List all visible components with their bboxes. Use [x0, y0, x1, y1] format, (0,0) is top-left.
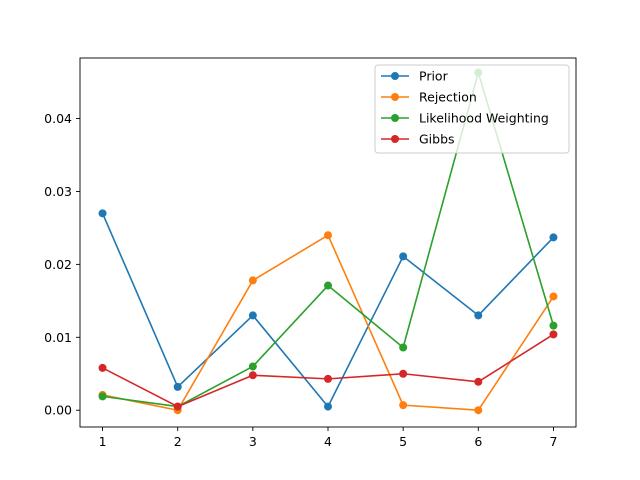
data-point — [549, 292, 558, 301]
y-tick-label: 0.00 — [44, 403, 72, 418]
legend-box — [374, 64, 570, 154]
x-tick-label: 6 — [474, 434, 482, 449]
data-point — [248, 276, 257, 285]
series-prior — [98, 209, 558, 411]
data-point — [399, 252, 408, 261]
data-point — [399, 401, 408, 410]
legend-item: Gibbs — [381, 132, 455, 147]
data-point — [474, 377, 483, 386]
data-point — [549, 321, 558, 330]
y-tick-label: 0.02 — [44, 257, 72, 272]
data-point — [399, 343, 408, 352]
data-point — [549, 233, 558, 242]
data-point — [98, 363, 107, 372]
data-point — [399, 369, 408, 378]
y-tick-label: 0.03 — [44, 184, 72, 199]
legend-item: Rejection — [381, 90, 477, 105]
data-point — [474, 406, 483, 415]
legend-swatch-marker — [391, 72, 399, 80]
x-tick-label: 5 — [399, 434, 407, 449]
legend-label: Prior — [419, 69, 449, 84]
data-point — [324, 231, 332, 240]
data-point — [324, 402, 332, 411]
legend: Prior Rejection Likelihood Weighting Gibbs — [374, 64, 570, 154]
data-point — [173, 382, 182, 391]
legend-item: Likelihood Weighting — [381, 111, 549, 126]
y-tick-label: 0.04 — [44, 111, 72, 126]
data-point — [474, 311, 483, 320]
data-point — [549, 330, 558, 339]
legend-swatch-marker — [391, 93, 399, 101]
y-tick-label: 0.01 — [44, 330, 72, 345]
legend-swatch-marker — [391, 114, 399, 122]
legend-item: Prior — [381, 69, 449, 84]
x-tick-label: 3 — [249, 434, 257, 449]
x-tick-label: 7 — [549, 434, 557, 449]
legend-label: Likelihood Weighting — [419, 111, 549, 126]
data-point — [98, 209, 107, 218]
data-point — [248, 362, 257, 371]
data-point — [248, 371, 257, 380]
x-tick-label: 1 — [99, 434, 107, 449]
x-tick-label: 2 — [174, 434, 182, 449]
data-point — [324, 374, 332, 383]
legend-swatch-marker — [391, 135, 399, 143]
ticks-layer: 1 2 3 4 5 6 7 0.00 0.01 0.02 0.03 0.04 — [44, 111, 557, 449]
data-point — [173, 402, 182, 411]
data-point — [324, 281, 332, 290]
series-gibbs — [98, 330, 558, 411]
legend-label: Rejection — [419, 90, 477, 105]
x-tick-label: 4 — [324, 434, 332, 449]
data-point — [98, 392, 107, 401]
legend-label: Gibbs — [419, 132, 455, 147]
data-point — [248, 311, 257, 320]
